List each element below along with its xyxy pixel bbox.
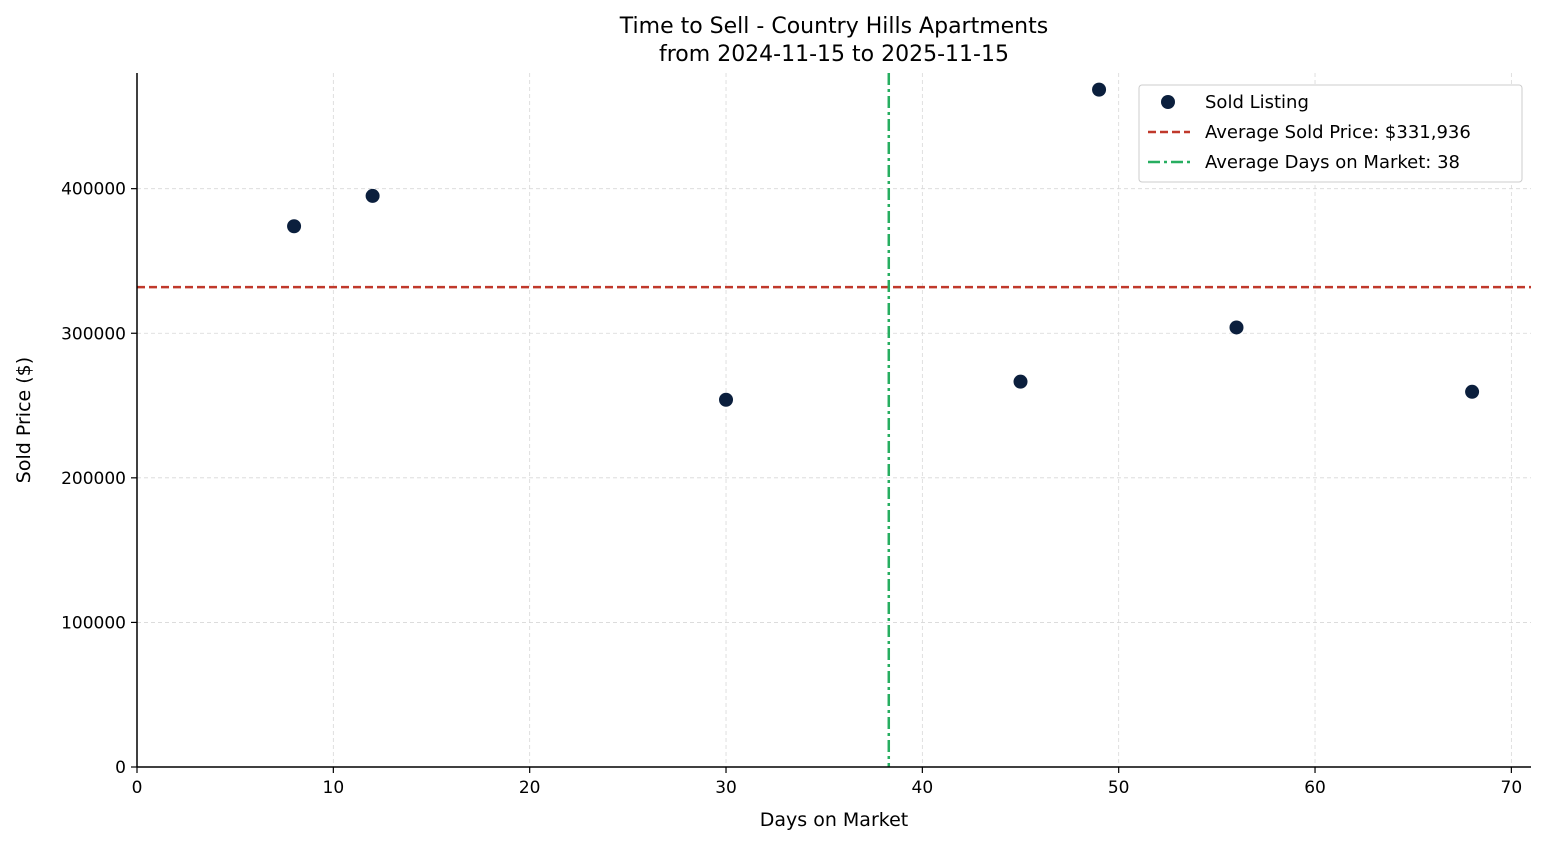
y-tick-label: 0 [115,758,126,778]
y-tick-label: 200000 [61,469,126,489]
x-axis-label: Days on Market [760,809,908,831]
x-tick-label: 50 [1108,778,1130,798]
axes: 0 10 20 30 40 50 60 70 0 100000 200000 300000 400000 [61,73,1531,798]
legend-label: Average Days on Market: 38 [1205,152,1460,173]
legend-box [1138,84,1523,183]
y-axis-label: Sold Price ($) [13,357,35,483]
y-tick-label: 300000 [61,324,126,344]
x-tick-label: 0 [132,778,143,798]
x-tick-label: 70 [1501,778,1523,798]
legend-label: Average Sold Price: $331,936 [1205,122,1471,143]
x-tick-label: 30 [715,778,737,798]
x-tick-label: 40 [912,778,934,798]
reference-lines [137,73,1531,767]
data-point [1092,82,1107,97]
x-tick-label: 20 [519,778,541,798]
chart-title: Time to Sell - Country Hills Apartments [619,14,1048,39]
data-point [1013,374,1028,389]
x-tick-label: 60 [1304,778,1326,798]
y-tick-label: 100000 [61,613,126,633]
legend-marker-sold-listing [1161,95,1175,109]
grid [137,73,1531,767]
chart-subtitle: from 2024-11-15 to 2025-11-15 [659,42,1009,67]
data-point [1229,320,1244,335]
data-point [287,219,302,234]
y-tick-label: 400000 [61,180,126,200]
data-point [1465,384,1480,399]
data-point [719,392,734,407]
legend: Sold Listing Average Sold Price: $331,936… [1138,84,1523,183]
x-tick-label: 10 [323,778,345,798]
data-point [365,188,380,203]
legend-label: Sold Listing [1205,92,1309,113]
points [287,82,1480,407]
